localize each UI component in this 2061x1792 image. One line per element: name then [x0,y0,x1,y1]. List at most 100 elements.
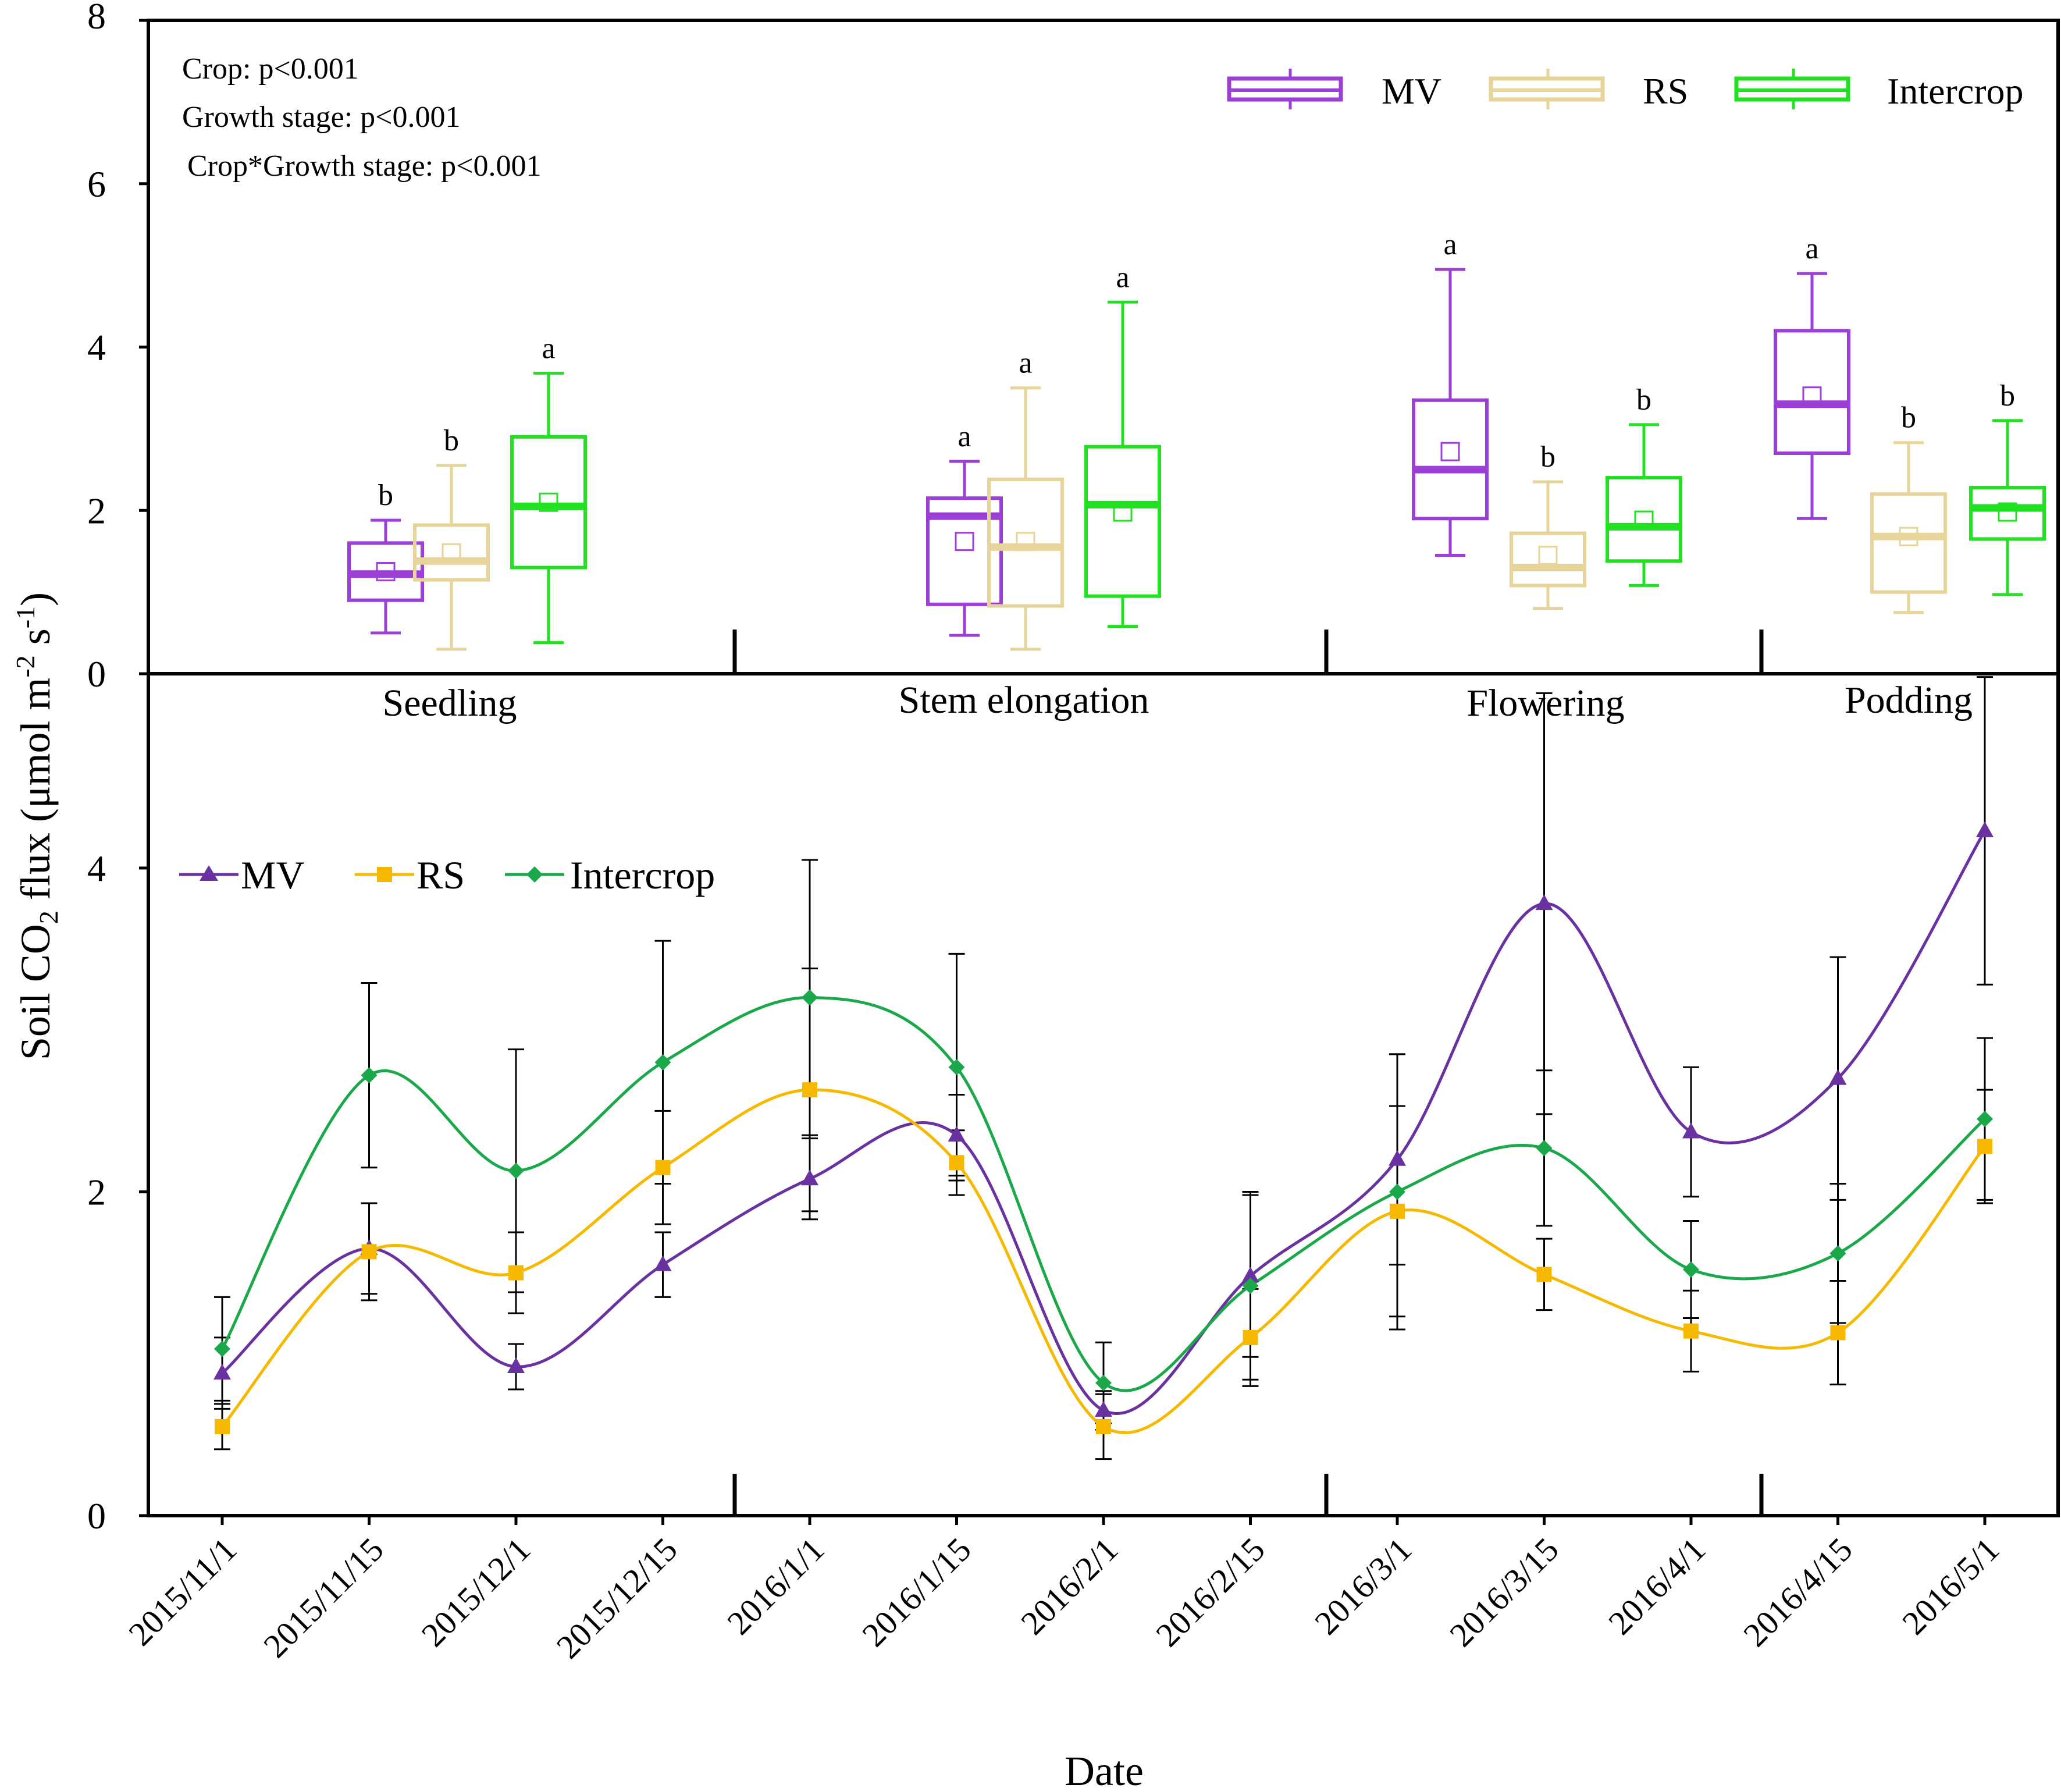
box-seedling-intercrop: a [510,332,587,645]
box-mean-marker [539,492,558,512]
box-mean-marker [1899,527,1918,546]
data-point-rs [1096,1418,1111,1434]
x-tick-label: 2015/11/15 [256,1530,390,1665]
stats-crop: Crop: p<0.001 [182,52,359,86]
legend-marker-mv [200,865,218,881]
box-podding-rs: b [1870,401,1947,614]
box-body [987,477,1064,608]
data-point-intercrop [654,1054,671,1071]
series-line-mv [221,830,1987,1415]
box-body [1412,398,1489,521]
data-point-intercrop [1389,1183,1405,1200]
box-body [1084,445,1161,598]
box-body [926,496,1003,606]
box-stem-elongation-intercrop: a [1084,261,1161,628]
data-point-intercrop [802,989,818,1006]
stage-label-stem-elongation: Stem elongation [899,679,1149,721]
data-point-mv [1682,1122,1700,1139]
box-body [1606,476,1682,563]
box-sig-letter: a [1116,261,1129,294]
x-tick-label: 2016/3/15 [1442,1530,1565,1654]
box-sig-letter: a [542,332,555,365]
box-seedling-rs: b [413,424,490,651]
data-point-intercrop [508,1162,524,1179]
data-point-intercrop [948,1059,965,1076]
data-point-intercrop [361,1067,378,1084]
box-y-tick-label: 6 [87,163,106,205]
stats-growth-stage: Growth stage: p<0.001 [182,101,461,134]
data-point-mv [801,1169,818,1186]
box-legend: MV RS Intercrop [1227,69,2024,112]
box-flowering-mv: a [1412,228,1489,557]
line-y-tick-label: 0 [87,1495,106,1537]
data-point-rs [1390,1203,1405,1219]
box-sig-letter: a [1443,228,1457,261]
x-tick-label: 2015/12/1 [414,1530,538,1654]
box-body [1969,485,2046,541]
series-markers-rs [215,1082,1992,1434]
box-mean-marker [955,532,974,552]
box-podding-mv: a [1774,232,1850,520]
box-body [413,523,490,582]
box-podding-intercrop: b [1969,379,2046,596]
data-point-rs [802,1082,817,1098]
data-point-intercrop [1242,1277,1259,1294]
x-tick-label: 2016/1/15 [855,1530,978,1654]
x-axis-title: Date [1065,1748,1144,1792]
box-mean-marker [376,562,396,582]
box-sig-letter: a [957,420,971,453]
series-line-intercrop [220,996,1986,1392]
box-stem-elongation-mv: a [926,420,1003,637]
data-point-intercrop [1536,1140,1553,1157]
box-body [510,435,587,570]
data-point-intercrop [1977,1111,1993,1128]
legend-label-rs: RS [1643,70,1688,112]
series-markers-mv [213,821,1994,1417]
data-point-rs [508,1265,524,1281]
legend-marker-rs [377,867,392,882]
box-sig-letter: a [1805,232,1818,265]
data-point-mv [1389,1150,1406,1166]
box-sig-letter: a [1019,347,1032,380]
data-point-intercrop [1683,1261,1699,1278]
x-tick-label: 2015/11/1 [121,1530,244,1653]
box-sig-letter: b [1540,440,1555,474]
x-tick-label: 2016/4/1 [1601,1530,1713,1642]
x-tick-label: 2016/3/1 [1307,1530,1419,1642]
data-point-mv [507,1357,525,1373]
error-bars-mv [214,676,1993,1431]
box-seedling-mv: b [347,479,424,635]
legend-line-label-mv: MV [241,853,305,897]
box-panel: 0 2 4 6 8 b b a a a a a b b a b b [87,0,2046,695]
box-mean-marker [1634,510,1654,530]
legend-line-label-rs: RS [417,853,465,897]
box-sig-letter: b [1901,401,1916,435]
legend-line-label-intercrop: Intercrop [570,853,715,897]
data-point-rs [1830,1325,1846,1341]
data-point-mv [654,1255,672,1271]
data-point-mv [1241,1267,1259,1283]
data-point-intercrop [1829,1245,1846,1262]
stage-label-podding: Podding [1845,679,1973,721]
stage-label-flowering: Flowering [1466,682,1624,724]
legend-label-mv: MV [1382,70,1441,112]
box-y-tick-label: 0 [87,653,106,695]
line-panel: 0 2 4 2015/11/1 2015/11/15 2015/12/1 2015/12/1… [87,676,2006,1666]
data-point-rs [1683,1323,1699,1339]
x-tick-label: 2016/2/15 [1148,1530,1272,1654]
box-y-tick-label: 2 [87,490,106,531]
x-tick-label: 2015/12/15 [549,1530,685,1666]
box-flowering-rs: b [1510,440,1586,610]
box-stem-elongation-rs: a [987,347,1064,651]
legend-label-intercrop: Intercrop [1887,70,2024,112]
data-point-rs [1243,1329,1258,1345]
x-tick-label: 2016/4/15 [1736,1530,1859,1654]
data-point-mv [213,1364,231,1380]
x-tick-label: 2016/5/1 [1895,1530,2006,1642]
data-point-rs [361,1244,377,1260]
data-point-rs [949,1155,964,1171]
box-sig-letter: b [1636,383,1651,417]
box-flowering-intercrop: b [1606,383,1682,587]
series-markers-intercrop [214,989,1993,1391]
line-y-tick-label: 2 [87,1171,106,1213]
